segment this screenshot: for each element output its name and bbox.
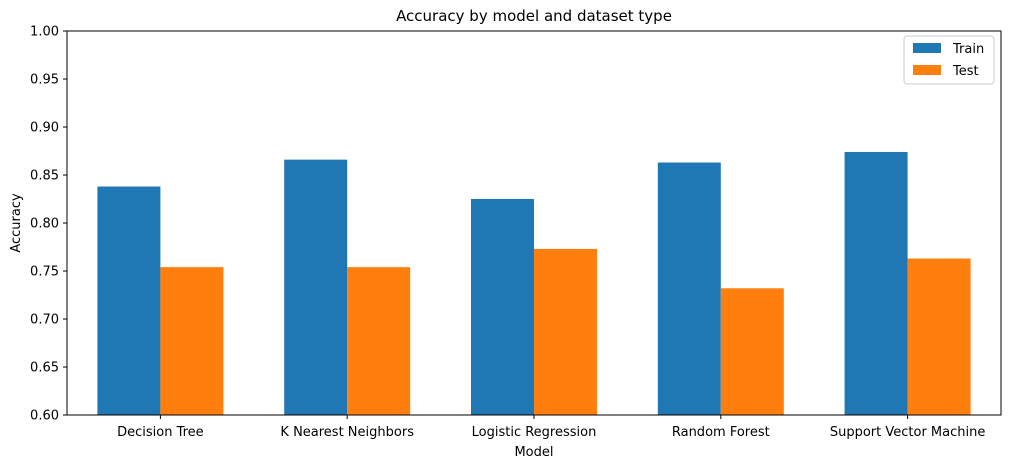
bar-test-1 — [347, 267, 411, 415]
x-tick-label: Random Forest — [672, 425, 770, 440]
x-tick-label: Support Vector Machine — [830, 425, 986, 440]
x-tick-label: Logistic Regression — [472, 425, 597, 440]
x-tick-label: Decision Tree — [117, 425, 204, 440]
y-tick-label: 0.75 — [30, 265, 59, 280]
y-tick-label: 0.85 — [30, 169, 59, 184]
legend: Train Test — [903, 35, 995, 85]
y-tick-label: 0.90 — [30, 121, 59, 136]
bar-test-0 — [160, 267, 224, 415]
bar-train-1 — [284, 159, 348, 415]
legend-label-train: Train — [952, 42, 984, 57]
legend-label-test: Test — [952, 64, 979, 79]
y-tick-label: 1.00 — [30, 25, 59, 40]
bar-test-2 — [534, 248, 597, 415]
plot-frame — [66, 30, 1002, 416]
bar-train-2 — [471, 199, 534, 415]
bar-train-3 — [657, 162, 721, 415]
y-tick-label: 0.60 — [30, 409, 59, 424]
legend-swatch-train — [913, 43, 941, 53]
bars-group — [97, 151, 971, 415]
y-axis: 0.60 0.65 0.70 0.75 0.80 0.85 0.90 0.95 1.00 — [30, 25, 67, 424]
bar-train-4 — [844, 151, 908, 415]
chart-title: Accuracy by model and dataset type — [396, 7, 672, 25]
y-tick-label: 0.95 — [30, 73, 59, 88]
legend-swatch-test — [913, 65, 941, 75]
bar-test-3 — [720, 288, 784, 415]
x-axis-label: Model — [514, 445, 553, 460]
y-axis-label: Accuracy — [9, 193, 24, 253]
x-tick-label: K Nearest Neighbors — [280, 425, 414, 440]
y-tick-label: 0.80 — [30, 217, 59, 232]
x-axis: Decision Tree K Nearest Neighbors Logistic… — [117, 415, 985, 440]
y-tick-label: 0.70 — [30, 313, 59, 328]
y-tick-label: 0.65 — [30, 361, 59, 376]
bar-train-0 — [97, 186, 161, 415]
bar-test-4 — [907, 258, 971, 415]
